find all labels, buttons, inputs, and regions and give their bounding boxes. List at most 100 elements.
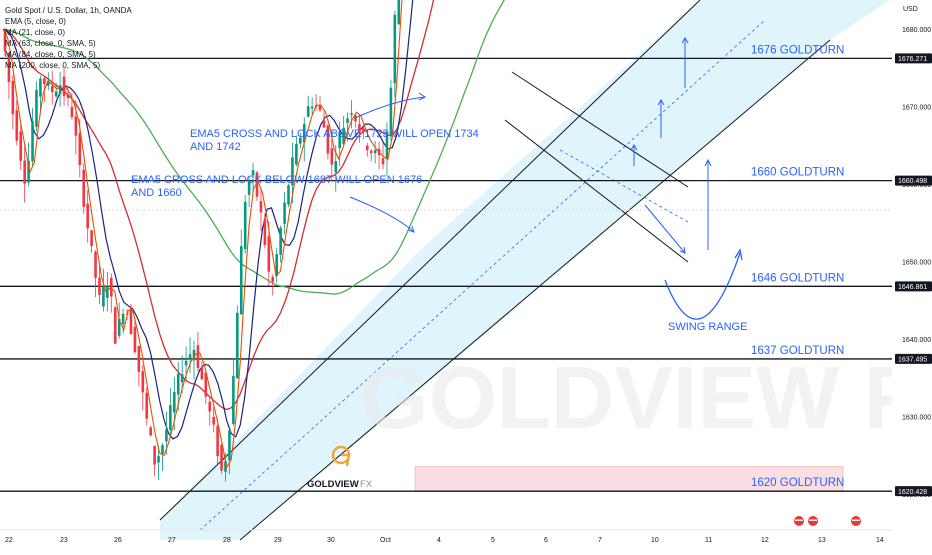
- candle-body: [358, 124, 361, 133]
- channel-lower-line: [239, 39, 831, 541]
- candle-body: [161, 445, 164, 454]
- candle-body: [157, 456, 160, 463]
- us-flag-icon-1[interactable]: [807, 515, 819, 527]
- note1-pointer-head-icon: [418, 92, 426, 101]
- y-tick-1640: 1640.000: [902, 337, 931, 344]
- candle-body: [43, 78, 46, 85]
- candle-body: [346, 118, 349, 123]
- us-flag-icon-0[interactable]: [793, 515, 805, 527]
- indicator-ma200[interactable]: MA (200, close, 0, SMA, 5): [5, 61, 100, 70]
- candle-body: [27, 160, 30, 183]
- y-tick-1680: 1680.000: [902, 27, 931, 34]
- indicator-ma84[interactable]: MA (84, close, 0, SMA, 5): [5, 50, 96, 59]
- arrow-up-1742-head-icon: [681, 37, 689, 44]
- note-0-line-1: AND 1742: [190, 141, 241, 153]
- candle-body: [326, 125, 330, 154]
- arrow-up-1725-head-icon: [657, 99, 665, 106]
- price-tag-8: 1660.498: [898, 178, 927, 185]
- candle-body: [204, 372, 208, 397]
- candle-body: [232, 375, 235, 424]
- candle-body: [165, 429, 168, 442]
- swing-curve-head-icon: [734, 248, 743, 261]
- ma63-line: [2, 0, 435, 411]
- candle-body: [279, 227, 282, 255]
- candle-body: [302, 123, 306, 143]
- candle-body: [306, 106, 310, 117]
- candle-body: [15, 110, 19, 141]
- candle-body: [208, 401, 212, 412]
- x-tick-12: 12: [761, 537, 769, 544]
- x-tick-30: 30: [327, 537, 335, 544]
- logo-g-tail-icon: [341, 453, 351, 467]
- candle-body: [334, 161, 338, 173]
- price-axis: 1620.0001630.0001640.0001650.0001660.000…: [892, 0, 932, 550]
- x-tick-6: 6: [544, 537, 548, 544]
- price-tag-11: 1620.428: [898, 489, 927, 496]
- indicator-ma21[interactable]: MA (21, close, 0): [5, 28, 65, 37]
- candle-body: [109, 277, 113, 297]
- candle-body: [58, 85, 62, 95]
- ema5-path: [2, 0, 403, 469]
- candle-body: [350, 113, 353, 115]
- horizontal-levels: [0, 57, 892, 492]
- price-axis-bg: [892, 0, 932, 550]
- candle-body: [54, 91, 58, 97]
- candle-body: [271, 276, 275, 282]
- us-flag-icon-2[interactable]: [850, 515, 862, 527]
- candle-body: [50, 85, 54, 93]
- indicator-ema5[interactable]: EMA (5, close, 0): [5, 17, 66, 26]
- note-1-line-0: EMA5 CROSS AND LOCK BELOW 1687 WILL OPEN…: [131, 174, 422, 186]
- price-tag-bg-11: [895, 486, 932, 497]
- swing-curve: [664, 252, 741, 320]
- candle-body: [397, 0, 401, 25]
- price-tag-bg-10: [895, 353, 932, 364]
- candle-body: [74, 116, 78, 136]
- y-tick-1650: 1650.000: [902, 260, 931, 267]
- x-tick-23: 23: [60, 537, 68, 544]
- level-label-6: 1676 GOLDTURN: [751, 44, 844, 56]
- x-tick-22: 22: [5, 537, 13, 544]
- x-tick-27: 27: [168, 537, 176, 544]
- falling-channel-lower: [504, 119, 689, 263]
- level-label-9: 1637 GOLDTURN: [751, 345, 844, 357]
- us-flag-stripe-icon-2: [852, 519, 860, 521]
- drop-arrow-head-icon: [679, 246, 686, 254]
- y-tick-1670: 1670.000: [902, 105, 931, 112]
- indicator-ma63[interactable]: MA (63, close, 0, SMA, 5): [5, 39, 96, 48]
- x-tick-4: 4: [437, 537, 441, 544]
- note-0-line-0: EMA5 CROSS AND LOCK ABOVE 1725 WILL OPEN…: [190, 128, 479, 140]
- candle-body: [153, 446, 156, 465]
- candle-body: [94, 251, 97, 278]
- candle-body: [176, 373, 180, 395]
- candle-body: [149, 427, 152, 436]
- drop-arrow: [644, 204, 686, 254]
- candle-body: [7, 53, 11, 83]
- candle-body: [243, 201, 247, 250]
- candle-body: [275, 254, 278, 276]
- candle-body: [90, 230, 93, 246]
- watermark: GOLDVIEW FX: [360, 348, 932, 447]
- candle-body: [283, 202, 286, 224]
- x-tick-10: 10: [651, 537, 659, 544]
- candle-body: [66, 94, 70, 98]
- x-tick-29: 29: [274, 537, 282, 544]
- candle-body: [133, 326, 137, 353]
- event-flags: [793, 515, 862, 527]
- price-tag-bg-9: [895, 281, 932, 292]
- candle-body: [236, 312, 239, 379]
- candle-body: [291, 157, 294, 186]
- candle-body: [362, 128, 365, 133]
- candle-body: [19, 131, 23, 161]
- x-tick-7: 7: [598, 537, 602, 544]
- channel-midline: [199, 19, 766, 531]
- candle-body: [121, 313, 125, 325]
- falling-channel-upper: [511, 71, 689, 188]
- level-labels: 1742 GOLDTURN1734 GOLDTURN1725 GOLDTURN1…: [751, 44, 844, 489]
- price-tag-bg-7: [895, 53, 932, 64]
- x-tick-26: 26: [114, 537, 122, 544]
- candle-body: [216, 425, 219, 457]
- candle-body: [212, 416, 215, 425]
- candle-body: [259, 201, 263, 213]
- candle-body: [196, 345, 200, 369]
